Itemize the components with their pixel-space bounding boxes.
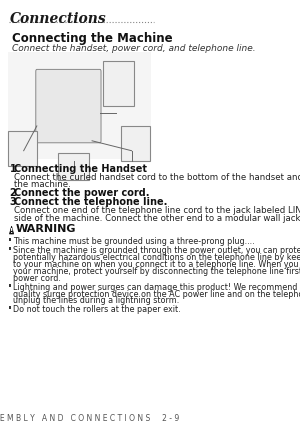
Bar [121,126,150,161]
Text: 2: 2 [10,188,16,198]
Text: quality surge protection device on the AC power line and on the telephone line, : quality surge protection device on the A… [13,289,300,298]
Text: WARNING: WARNING [15,224,76,234]
Text: Do not touch the rollers at the paper exit.: Do not touch the rollers at the paper ex… [13,306,180,314]
Bar [58,153,89,181]
Text: side of the machine. Connect the other end to a modular wall jack.: side of the machine. Connect the other e… [14,214,300,223]
Bar [103,62,134,106]
Bar [10,283,11,286]
Text: 3: 3 [10,197,16,207]
Text: Connect the handset, power cord, and telephone line.: Connect the handset, power cord, and tel… [12,44,255,53]
FancyBboxPatch shape [8,51,151,159]
Text: !: ! [10,227,13,233]
Text: power cord.: power cord. [13,274,61,283]
Text: potentially hazardous electrical conditions on the telephone line by keeping the: potentially hazardous electrical conditi… [13,253,300,262]
Text: 1: 1 [10,164,16,173]
Polygon shape [10,226,14,234]
Text: Connect the curled handset cord to the bottom of the handset and the left side o: Connect the curled handset cord to the b… [14,173,300,181]
Text: the machine.: the machine. [14,181,70,190]
Bar [10,247,11,250]
Text: your machine, protect yourself by disconnecting the telephone line first, and th: your machine, protect yourself by discon… [13,267,300,276]
Text: Connections: Connections [10,12,106,26]
Text: Connect the telephone line.: Connect the telephone line. [14,197,167,207]
Text: Connect the power cord.: Connect the power cord. [14,188,149,198]
Text: Connecting the Handset: Connecting the Handset [14,164,147,173]
Bar [10,306,11,309]
Text: Since the machine is grounded through the power outlet, you can protect yourself: Since the machine is grounded through th… [13,246,300,255]
FancyBboxPatch shape [36,69,101,143]
Text: Lightning and power surges can damage this product! We recommend that you use a: Lightning and power surges can damage th… [13,283,300,292]
Text: This machine must be grounded using a three-prong plug....: This machine must be grounded using a th… [13,237,254,246]
Text: unplug the lines during a lightning storm.: unplug the lines during a lightning stor… [13,297,179,306]
Text: A S S E M B L Y   A N D   C O N N E C T I O N S     2 - 9: A S S E M B L Y A N D C O N N E C T I O … [0,414,179,423]
Bar [10,238,11,241]
Bar [8,131,37,166]
Text: Connect one end of the telephone line cord to the jack labeled LINE on the left: Connect one end of the telephone line co… [14,206,300,215]
Text: Connecting the Machine: Connecting the Machine [12,32,172,45]
Text: to your machine on when you connect it to a telephone line. When you want to mov: to your machine on when you connect it t… [13,260,300,269]
